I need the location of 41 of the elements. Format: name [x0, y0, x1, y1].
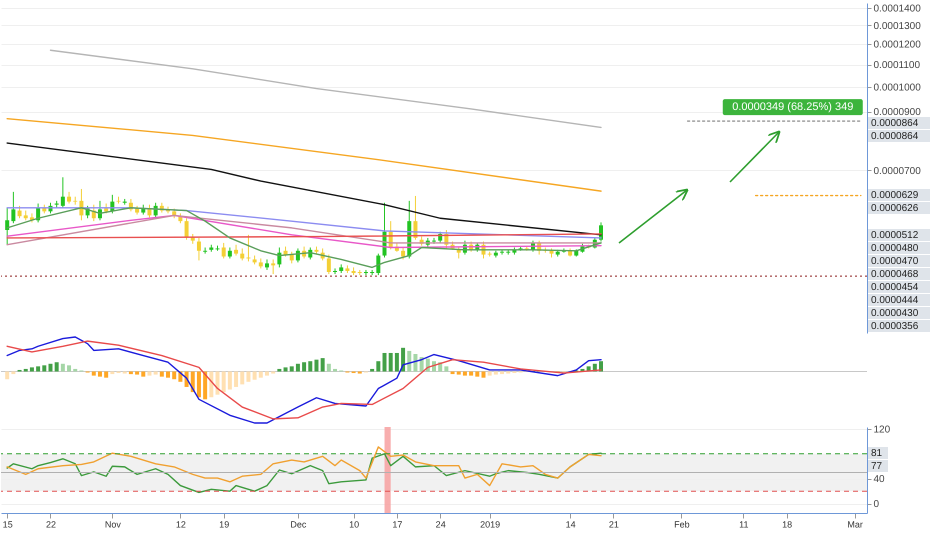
text: 0.0000454 — [871, 282, 919, 293]
y-tick-label: 0.0000900 — [874, 107, 922, 118]
x-tick-label: Nov — [104, 520, 122, 530]
y-tick-label: 0.0001000 — [874, 82, 922, 94]
x-tick-label: Feb — [674, 520, 690, 530]
y-tick-label: 40 — [874, 474, 886, 486]
y-tick-label: 120 — [874, 424, 891, 436]
y-tick-label: 0.0001200 — [874, 40, 922, 51]
x-tick-label: 11 — [739, 520, 748, 530]
x-tick-label: 21 — [608, 520, 619, 530]
x-tick-label: 18 — [782, 520, 792, 530]
text: 0.0000430 — [871, 308, 919, 319]
x-tick-label: 24 — [436, 520, 446, 530]
y-tick-label: 0.0001300 — [874, 20, 922, 32]
x-tick-label: 17 — [392, 520, 402, 530]
text: 77 — [871, 461, 883, 472]
text: 0.0000480 — [871, 243, 919, 254]
x-tick-label: Dec — [290, 520, 307, 530]
x-tick-label: 14 — [566, 520, 576, 530]
x-tick-label: 19 — [219, 520, 230, 530]
y-tick-label: 0.0001400 — [874, 3, 922, 14]
text: 0.0000356 — [871, 321, 919, 332]
y-tick-label: 0.0000700 — [874, 166, 922, 177]
x-tick-label: 2019 — [480, 520, 500, 530]
text: 0.0000470 — [871, 256, 919, 267]
text: 0.0000512 — [871, 230, 919, 241]
y-tick-label: 0 — [874, 499, 880, 510]
text: 0.0000629 — [871, 190, 919, 201]
annotation: 0.0000349 (68.25%) 349 — [732, 101, 854, 114]
text: 0.0000444 — [871, 295, 919, 306]
x-tick-label: 12 — [176, 520, 186, 530]
text: 0.0000864 — [871, 118, 919, 129]
text: 0.0000468 — [871, 269, 919, 280]
text: 81 — [871, 448, 883, 459]
x-tick-label: 15 — [2, 520, 13, 530]
x-tick-label: Mar — [847, 520, 863, 530]
text: 0.0000864 — [871, 131, 919, 142]
x-tick-label: 10 — [349, 520, 360, 530]
x-tick-label: 22 — [46, 520, 56, 530]
y-tick-label: 0.0001100 — [874, 60, 920, 72]
text: 0.0000626 — [871, 203, 919, 214]
